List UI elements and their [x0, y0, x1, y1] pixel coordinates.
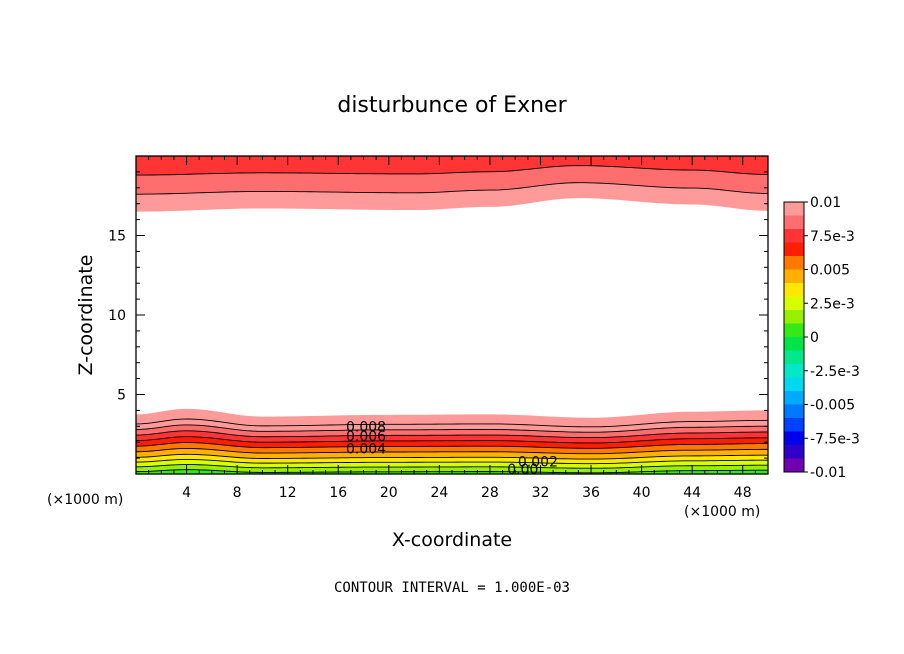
- contour-fill-layer: [136, 156, 768, 474]
- colorbar-tick-label: 0.005: [810, 263, 850, 279]
- colorbar-swatch: [784, 283, 804, 297]
- colorbar-swatch: [784, 242, 804, 257]
- colorbar-tick-label: 7.5e-3: [810, 229, 855, 245]
- colorbar-swatch: [784, 377, 804, 392]
- colorbar-swatch: [784, 364, 804, 378]
- x-axis: 4 8 12 16 20 24 28 32 36 40 44 48: [135, 156, 769, 501]
- y-tick-label: 10: [108, 308, 126, 324]
- colorbar-swatch: [784, 350, 804, 365]
- colorbar-tick-label: -7.5e-3: [810, 431, 860, 447]
- x-tick-label: 44: [683, 485, 701, 501]
- colorbar-tick-label: 0.01: [810, 195, 841, 211]
- colorbar-tick-label: -2.5e-3: [810, 364, 860, 380]
- contour-line-bottom-9: [136, 418, 768, 428]
- colorbar-swatch: [784, 445, 804, 459]
- contour-label-2: 0.004: [346, 442, 386, 458]
- colorbar-tick-label: 0: [810, 330, 819, 346]
- x-axis-unit-right: (×1000 m): [684, 504, 760, 520]
- x-tick-label: 8: [233, 485, 242, 501]
- contour-line-top-2: [136, 165, 768, 176]
- contour-line-bottom-6: [136, 436, 768, 444]
- x-tick-label: 24: [430, 485, 448, 501]
- x-tick-label: 16: [329, 485, 347, 501]
- y-tick-label: 5: [117, 388, 126, 404]
- contour-label-3: 0.002: [518, 454, 558, 470]
- contour-line-bottom-3: [136, 453, 768, 460]
- colorbar-swatch: [784, 391, 804, 405]
- x-tick-label: 32: [532, 485, 550, 501]
- colorbar-swatch: [784, 323, 804, 338]
- contour-line-bottom-5: [136, 442, 768, 449]
- contour-label-0: 0.008: [346, 419, 386, 435]
- x-axis-unit-left: (×1000 m): [47, 492, 123, 508]
- colorbar-swatch: [784, 404, 804, 419]
- y-axis-label: Z-coordinate: [75, 255, 97, 376]
- x-tick-label: 36: [582, 485, 600, 501]
- colorbar-swatch: [784, 229, 804, 243]
- x-tick-label: 20: [380, 485, 398, 501]
- colorbar-swatch: [784, 337, 804, 351]
- colorbar-swatch: [784, 202, 804, 216]
- x-tick-label: 4: [182, 485, 191, 501]
- contour-line-top-1: [136, 182, 768, 195]
- colorbar-swatch: [784, 418, 804, 432]
- contour-band-top-2: [136, 156, 768, 176]
- contour-band-bottom-1: [136, 464, 768, 474]
- contour-interval-note: CONTOUR INTERVAL = 1.000E-03: [334, 580, 570, 596]
- colorbar-tick-label: -0.01: [810, 465, 846, 481]
- x-axis-label: X-coordinate: [392, 529, 512, 551]
- contour-line-bottom-1: [136, 464, 768, 469]
- colorbar-swatch: [784, 310, 804, 324]
- colorbar-swatch: [784, 269, 804, 284]
- x-tick-label: 48: [734, 485, 752, 501]
- y-tick-label: 15: [108, 229, 126, 245]
- colorbar-swatch: [784, 431, 804, 446]
- x-tick-label: 12: [279, 485, 297, 501]
- x-tick-label: 40: [633, 485, 651, 501]
- colorbar-swatch: [784, 215, 804, 230]
- colorbar-swatch: [784, 256, 804, 270]
- contour-line-bottom-7: [136, 430, 768, 439]
- contour-label-1: 0.006: [346, 429, 386, 445]
- contour-line-bottom-8: [136, 424, 768, 433]
- chart-title: disturbunce of Exner: [337, 93, 567, 118]
- colorbar-tick-label: -0.005: [810, 398, 855, 414]
- contour-line-bottom-4: [136, 448, 768, 455]
- contour-label-4: 0.00: [507, 462, 538, 478]
- contour-line-bottom-2: [136, 458, 768, 465]
- y-axis: 5 10 15: [108, 155, 768, 475]
- x-tick-label: 28: [481, 485, 499, 501]
- colorbar-tick-label: 2.5e-3: [810, 296, 855, 312]
- colorbar-swatch: [784, 296, 804, 311]
- colorbar: 0.01 7.5e-3 0.005 2.5e-3 0 -2.5e-3 -0.005 -7.5e…: [783, 195, 860, 481]
- colorbar-swatch: [784, 458, 804, 473]
